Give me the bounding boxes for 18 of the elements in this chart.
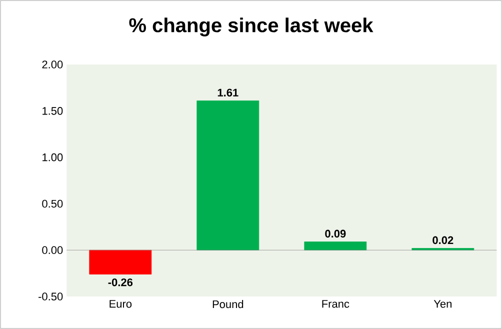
x-tick-label: Yen [434, 300, 452, 308]
chart-title: % change since last week [129, 18, 374, 36]
y-tick-label: -0.50 [38, 292, 63, 300]
data-label: 1.61 [218, 88, 238, 97]
bar [196, 100, 260, 250]
data-label: -0.26 [108, 278, 133, 286]
data-label: 0.02 [432, 236, 454, 244]
bar [304, 242, 367, 250]
y-tick-label: 0.50 [42, 200, 63, 208]
bar [89, 250, 152, 274]
y-tick-label: 2.00 [42, 60, 63, 68]
data-label: 0.09 [325, 230, 346, 238]
x-tick-label: Euro [110, 300, 132, 308]
x-tick-label: Franc [322, 300, 350, 308]
x-tick-label: Pound [212, 300, 244, 308]
y-tick-label: 0.00 [42, 246, 63, 254]
y-tick-label: 1.50 [42, 107, 63, 115]
y-tick-label: 1.00 [42, 153, 63, 162]
